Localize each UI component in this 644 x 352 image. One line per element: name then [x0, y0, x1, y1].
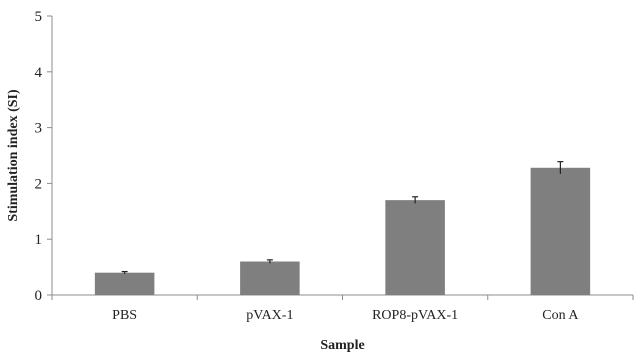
category-labels: PBS pVAX-1 ROP8-pVAX-1 Con A: [112, 308, 579, 323]
bars: [94, 161, 591, 295]
category-label: Con A: [542, 308, 579, 323]
y-tick-label: 3: [35, 121, 43, 137]
category-label: ROP8-pVAX-1: [372, 308, 458, 323]
category-label: pVAX-1: [246, 308, 293, 323]
x-axis-title: Sample: [320, 338, 364, 352]
bar: [385, 200, 445, 295]
bar: [94, 272, 155, 295]
y-axis: 0 1 2 3 4 5: [35, 9, 53, 304]
category-label: PBS: [112, 308, 137, 323]
y-tick-label: 1: [35, 232, 43, 248]
y-tick-label: 0: [35, 288, 43, 304]
y-tick-label: 4: [35, 65, 43, 81]
y-tick-label: 2: [35, 176, 43, 192]
y-axis-title: Stimulation index (SI): [6, 89, 21, 222]
bar: [240, 261, 300, 295]
y-tick-label: 5: [35, 9, 43, 25]
x-axis: [51, 294, 634, 300]
bar: [530, 167, 591, 295]
